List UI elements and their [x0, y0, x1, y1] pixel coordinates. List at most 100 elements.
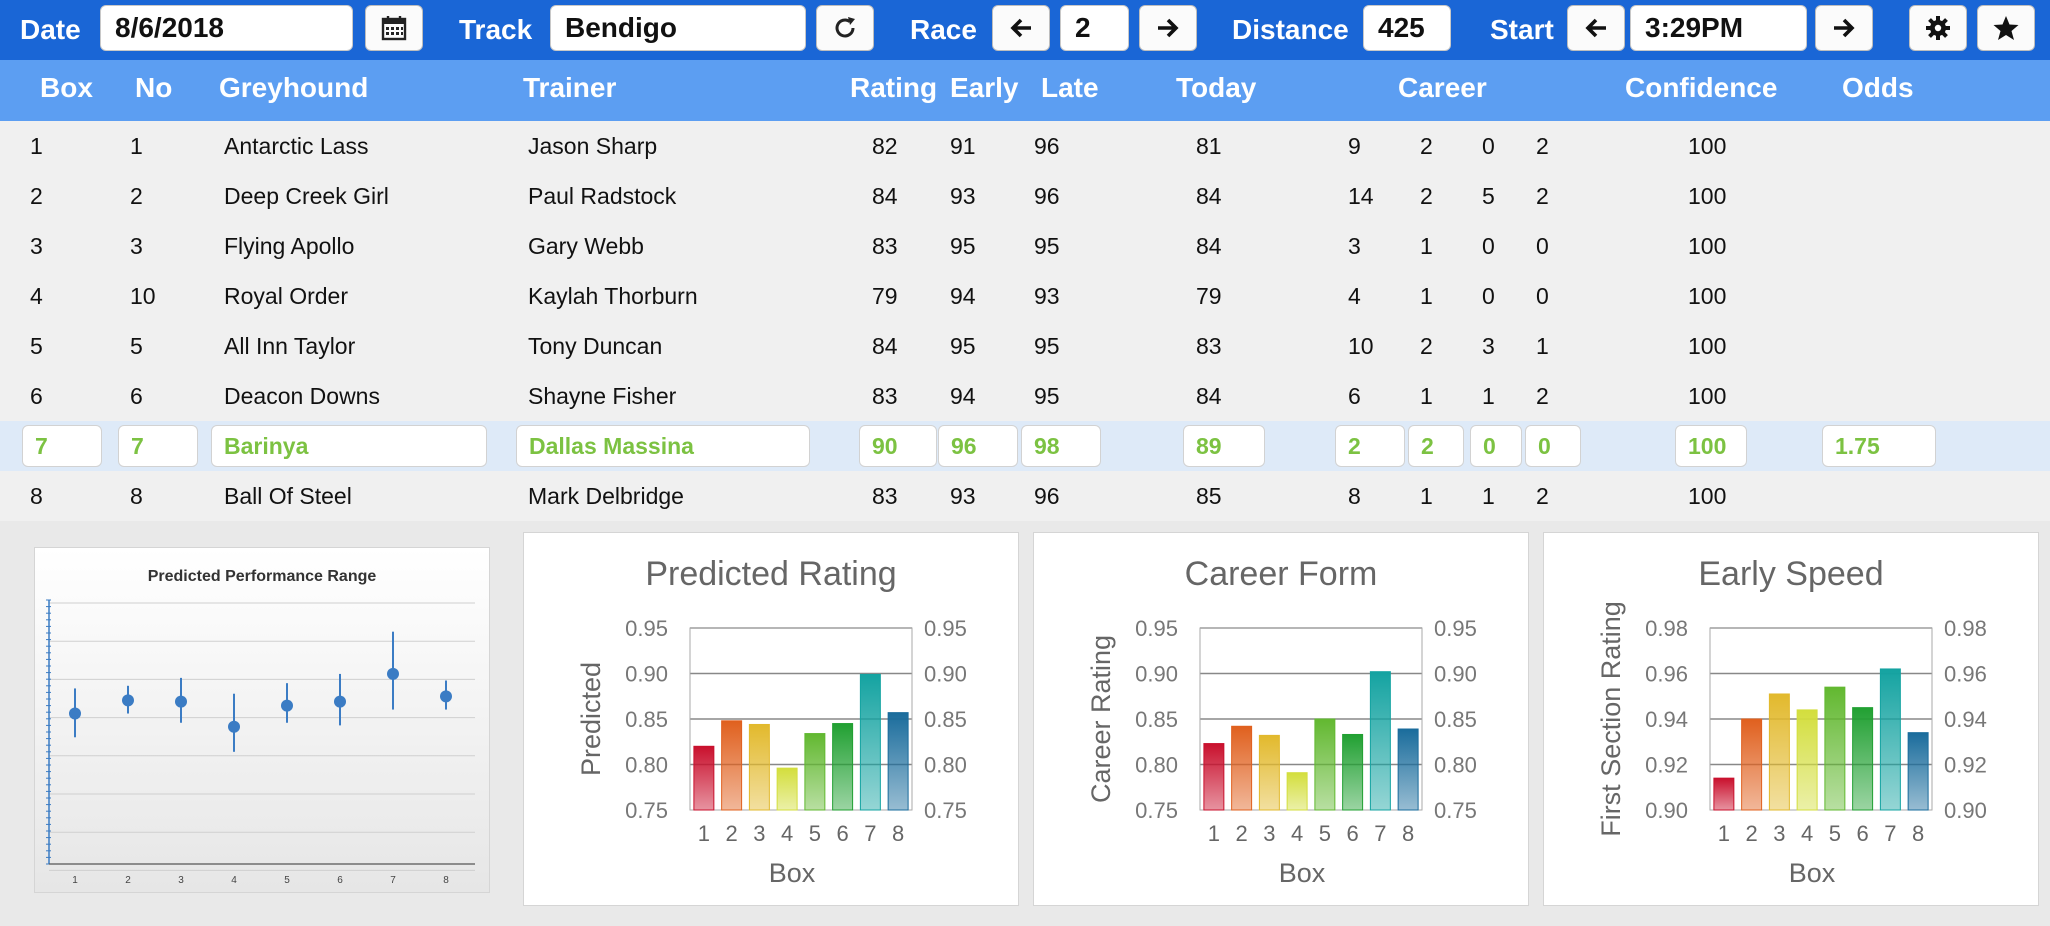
cell-greyhound[interactable]: Barinya	[211, 425, 487, 467]
cell-confidence[interactable]: 100	[1675, 425, 1747, 467]
cell-late: 96	[1034, 483, 1060, 509]
cell-c1: 9	[1348, 133, 1361, 159]
race-number-field[interactable]: 2	[1060, 5, 1129, 51]
cell-c1[interactable]: 2	[1335, 425, 1405, 467]
cell-confidence: 100	[1688, 133, 1727, 159]
chart-title: Predicted Rating	[645, 555, 896, 593]
y-axis-label: First Section Rating	[1596, 601, 1626, 837]
bar	[693, 745, 715, 811]
table-row[interactable]: 3 3 Flying Apollo Gary Webb 83 95 95 84 3 1 0 0 100	[0, 221, 2050, 271]
cell-early: 95	[950, 333, 976, 359]
data-point	[334, 695, 346, 708]
cell-trainer: Paul Radstock	[528, 183, 677, 209]
start-prev-button[interactable]	[1567, 5, 1625, 51]
cell-c2: 1	[1420, 233, 1433, 259]
cell-confidence: 100	[1688, 233, 1727, 259]
column-header-confidence[interactable]: Confidence	[1625, 72, 1778, 103]
track-field[interactable]: Bendigo	[550, 5, 806, 51]
start-time-field[interactable]: 3:29PM	[1630, 5, 1807, 51]
column-header-rating[interactable]: Rating	[850, 72, 938, 103]
cell-c2[interactable]: 2	[1408, 425, 1464, 467]
cell-trainer[interactable]: Dallas Massina	[516, 425, 810, 467]
y-tick-label-left: 0.95	[1135, 616, 1178, 641]
cell-c3: 5	[1482, 183, 1495, 209]
x-tick-label: 8	[443, 875, 449, 886]
calendar-button[interactable]	[365, 5, 423, 51]
data-point	[69, 707, 81, 720]
bar	[804, 733, 826, 811]
x-tick-label: 6	[1347, 821, 1359, 846]
bar	[1342, 733, 1364, 811]
cell-rating: 84	[872, 333, 898, 359]
favorite-button[interactable]	[1977, 5, 2035, 51]
table-row[interactable]: 2 2 Deep Creek Girl Paul Radstock 84 93 96 84 14…	[0, 171, 2050, 221]
column-header-career[interactable]: Career	[1398, 72, 1487, 103]
cell-early[interactable]: 96	[938, 425, 1018, 467]
column-header-box[interactable]: Box	[40, 72, 93, 103]
race-next-button[interactable]	[1139, 5, 1197, 51]
x-axis-label: Box	[1279, 858, 1326, 888]
cell-c3[interactable]: 0	[1470, 425, 1522, 467]
bar	[1852, 707, 1874, 811]
column-header-odds[interactable]: Odds	[1842, 72, 1914, 103]
cell-trainer: Shayne Fisher	[528, 383, 677, 409]
bar	[1768, 693, 1790, 811]
cell-rating[interactable]: 90	[859, 425, 937, 467]
cell-box[interactable]: 7	[22, 425, 102, 467]
y-tick-label-right: 0.96	[1944, 662, 1987, 687]
cell-odds[interactable]: 1.75	[1822, 425, 1936, 467]
x-tick-label: 5	[1319, 821, 1331, 846]
table-row[interactable]: 4 10 Royal Order Kaylah Thorburn 79 94 93 79 4 1 0…	[0, 271, 2050, 321]
bar	[1796, 709, 1818, 811]
cell-c3: 1	[1482, 483, 1495, 509]
cell-c2: 1	[1420, 483, 1433, 509]
table-row[interactable]: 7 7 Barinya Dallas Massina 90 96 98 89 2 2 0 0 100 1.…	[0, 421, 2050, 471]
bar	[1824, 686, 1846, 811]
column-header-today[interactable]: Today	[1176, 72, 1257, 103]
cell-greyhound: Antarctic Lass	[224, 133, 369, 159]
cell-c4: 2	[1536, 383, 1549, 409]
table-row[interactable]: 5 5 All Inn Taylor Tony Duncan 84 95 95 83 10 2 3 1…	[0, 321, 2050, 371]
cell-today[interactable]: 89	[1183, 425, 1265, 467]
y-tick-label-right: 0.80	[924, 753, 967, 778]
x-tick-label: 2	[1746, 821, 1758, 846]
table-row[interactable]: 8 8 Ball Of Steel Mark Delbridge 83 93 96 85 8 1 1…	[0, 471, 2050, 521]
column-header-early[interactable]: Early	[950, 72, 1019, 103]
y-tick-label-right: 0.80	[1434, 753, 1477, 778]
cell-confidence: 100	[1688, 183, 1727, 209]
y-tick-label-right: 0.85	[924, 707, 967, 732]
column-header-no[interactable]: No	[135, 72, 173, 103]
cell-early: 93	[950, 183, 976, 209]
race-label: Race	[910, 14, 977, 45]
cell-trainer: Mark Delbridge	[528, 483, 684, 509]
bar	[1907, 732, 1929, 811]
data-point	[228, 720, 240, 733]
cell-box: 8	[30, 483, 43, 509]
predicted-rating-chart: Predicted Rating 0.75 0.75 0.80 0.80 0.85 0.85…	[576, 555, 967, 888]
column-header-late[interactable]: Late	[1041, 72, 1099, 103]
cell-no[interactable]: 7	[118, 425, 198, 467]
cell-c1: 8	[1348, 483, 1361, 509]
cell-today: 85	[1196, 483, 1222, 509]
x-tick-label: 8	[1912, 821, 1924, 846]
performance-range-panel: Predicted Performance Range 1 2 3 4 5 6 7 8	[34, 547, 490, 893]
table-row[interactable]: 6 6 Deacon Downs Shayne Fisher 83 94 95 84 6 1 1 2 1…	[0, 371, 2050, 421]
column-header-trainer[interactable]: Trainer	[523, 72, 617, 103]
early-speed-panel: Early Speed 0.90 0.90 0.92 0.92 0.94 0.94 0.96 0…	[1543, 532, 2039, 906]
x-tick-label: 5	[1829, 821, 1841, 846]
cell-c4: 1	[1536, 333, 1549, 359]
refresh-button[interactable]	[816, 5, 874, 51]
cell-no: 3	[130, 233, 143, 259]
y-tick-label-left: 0.75	[1135, 798, 1178, 823]
date-field[interactable]: 8/6/2018	[100, 5, 353, 51]
column-header-greyhound[interactable]: Greyhound	[219, 72, 369, 103]
cell-late[interactable]: 98	[1021, 425, 1101, 467]
settings-button[interactable]	[1909, 5, 1967, 51]
start-next-button[interactable]	[1815, 5, 1873, 51]
race-prev-button[interactable]	[992, 5, 1050, 51]
cell-box: 6	[30, 383, 43, 409]
cell-c4[interactable]: 0	[1525, 425, 1581, 467]
table-row[interactable]: 1 1 Antarctic Lass Jason Sharp 82 91 96 81 9 2 0 2 1…	[0, 121, 2050, 171]
distance-field[interactable]: 425	[1363, 5, 1451, 51]
cell-rating: 79	[872, 283, 898, 309]
